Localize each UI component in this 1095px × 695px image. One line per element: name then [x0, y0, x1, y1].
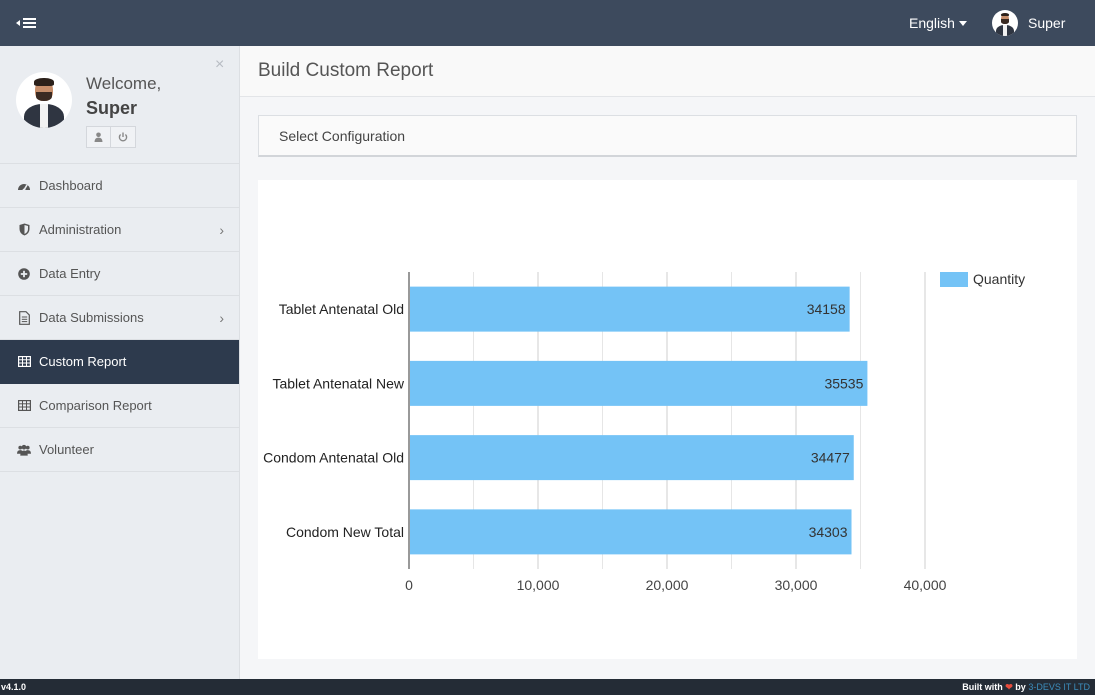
- user-menu[interactable]: Super: [992, 10, 1065, 36]
- welcome-text: Welcome,: [86, 74, 162, 93]
- main-content: Build Custom Report Select Configuration…: [240, 46, 1095, 679]
- user-panel: Welcome, Super ×: [0, 46, 239, 164]
- profile-name: Super: [86, 98, 138, 118]
- data-label: 34477: [811, 450, 850, 466]
- category-label: Condom Antenatal Old: [263, 450, 404, 466]
- x-tick-label: 20,000: [646, 577, 689, 593]
- shield-icon: [17, 223, 31, 237]
- sidebar-item-label: Data Entry: [39, 266, 101, 281]
- x-tick-label: 10,000: [517, 577, 560, 593]
- sidebar-item-administration[interactable]: Administration ›: [0, 208, 239, 252]
- bar: [410, 360, 868, 406]
- sidebar-item-volunteer[interactable]: Volunteer: [0, 428, 239, 472]
- profile-button[interactable]: [86, 126, 111, 148]
- user-icon: [94, 132, 103, 142]
- company-link[interactable]: 3-DEVS IT LTD: [1028, 682, 1090, 692]
- sidebar-toggle-button[interactable]: [14, 13, 42, 33]
- footer-credit: Built with ❤ by 3-DEVS IT LTD: [962, 682, 1090, 693]
- x-tick-label: 0: [405, 577, 413, 593]
- x-tick-label: 30,000: [775, 577, 818, 593]
- plus-circle-icon: [17, 267, 31, 281]
- data-label: 35535: [824, 375, 863, 391]
- profile-avatar: [16, 72, 72, 128]
- caret-down-icon: [958, 20, 967, 26]
- sidebar-item-custom-report[interactable]: Custom Report: [0, 340, 239, 384]
- bar: [410, 435, 854, 481]
- sidebar-item-label: Volunteer: [39, 442, 94, 457]
- users-icon: [17, 443, 31, 457]
- category-label: Condom New Total: [286, 524, 404, 540]
- sidebar-item-label: Comparison Report: [39, 398, 152, 413]
- language-label: English: [909, 15, 955, 31]
- sidebar-item-label: Custom Report: [39, 354, 127, 369]
- arrow-left-icon: [16, 20, 20, 26]
- footer: v4.1.0 Built with ❤ by 3-DEVS IT LTD: [0, 679, 1095, 695]
- version-label: v4.1.0: [1, 682, 27, 692]
- close-icon[interactable]: ×: [215, 56, 225, 73]
- chart-card: 0 10,000 20,000 30,000 40,000 Tablet Antenata…: [258, 180, 1077, 659]
- data-label: 34158: [807, 301, 846, 317]
- category-label: Tablet Antenatal Old: [279, 301, 404, 317]
- page-title: Build Custom Report: [240, 46, 1095, 97]
- language-dropdown[interactable]: English: [909, 15, 967, 31]
- sidebar-item-label: Data Submissions: [39, 310, 144, 325]
- dashboard-icon: [17, 179, 31, 193]
- sidebar-item-data-entry[interactable]: Data Entry: [0, 252, 239, 296]
- sidebar-item-data-submissions[interactable]: Data Submissions ›: [0, 296, 239, 340]
- logout-button[interactable]: [111, 126, 136, 148]
- power-icon: [118, 132, 128, 142]
- heart-icon: ❤: [1005, 682, 1013, 692]
- avatar: [992, 10, 1018, 36]
- data-label: 34303: [809, 524, 848, 540]
- document-icon: [17, 310, 31, 325]
- category-label: Tablet Antenatal New: [272, 375, 404, 391]
- sidebar-item-label: Administration: [39, 222, 122, 237]
- chevron-right-icon: ›: [219, 310, 224, 326]
- legend-label: Quantity: [973, 271, 1025, 287]
- legend-swatch: [940, 272, 968, 287]
- top-navbar: English Super: [0, 0, 1095, 46]
- sidebar: Welcome, Super × Dashboard Adm: [0, 46, 240, 679]
- built-with-text: Built with: [962, 682, 1003, 692]
- select-configuration-panel[interactable]: Select Configuration: [258, 115, 1077, 157]
- select-configuration-label: Select Configuration: [279, 128, 406, 144]
- username: Super: [1028, 15, 1066, 31]
- chevron-right-icon: ›: [219, 222, 224, 238]
- sidebar-item-label: Dashboard: [39, 178, 103, 193]
- hamburger-menu-icon: [23, 18, 36, 20]
- by-text: by: [1015, 682, 1026, 692]
- table-icon: [17, 355, 31, 369]
- bar: [410, 286, 850, 332]
- x-tick-label: 40,000: [904, 577, 947, 593]
- bar: [410, 509, 852, 555]
- bar-chart: 0 10,000 20,000 30,000 40,000 Tablet Antenata…: [263, 271, 1025, 593]
- sidebar-item-comparison-report[interactable]: Comparison Report: [0, 384, 239, 428]
- table-icon: [17, 399, 31, 413]
- sidebar-item-dashboard[interactable]: Dashboard: [0, 164, 239, 208]
